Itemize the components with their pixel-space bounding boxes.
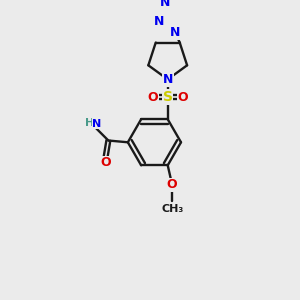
Text: N: N (154, 15, 164, 28)
Text: N: N (170, 26, 181, 39)
Text: S: S (163, 90, 173, 104)
Text: O: O (178, 91, 188, 103)
Text: O: O (147, 91, 158, 103)
Text: CH₃: CH₃ (161, 204, 183, 214)
Text: N: N (160, 0, 171, 9)
Text: N: N (92, 119, 101, 129)
Text: H: H (85, 118, 94, 128)
Text: O: O (100, 156, 111, 169)
Text: N: N (163, 73, 173, 86)
Text: O: O (167, 178, 178, 191)
